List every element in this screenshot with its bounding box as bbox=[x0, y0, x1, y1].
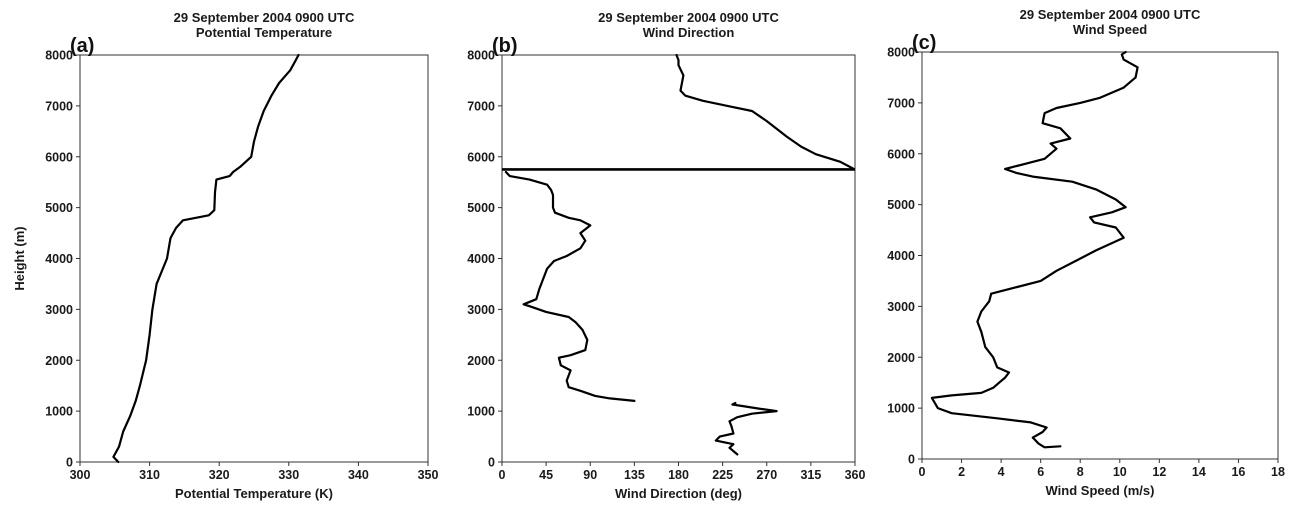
x-tick-label: 180 bbox=[668, 468, 689, 482]
y-tick-label: 0 bbox=[908, 453, 915, 467]
x-tick-label: 320 bbox=[209, 468, 230, 482]
x-tick-label: 10 bbox=[1113, 465, 1127, 479]
y-tick-label: 6000 bbox=[467, 150, 495, 164]
x-tick-label: 18 bbox=[1271, 465, 1285, 479]
profile-line-segment-2 bbox=[504, 170, 636, 402]
y-tick-label: 5000 bbox=[45, 201, 73, 215]
chart-title-line1: 29 September 2004 0900 UTC bbox=[598, 10, 779, 25]
y-tick-label: 2000 bbox=[887, 351, 915, 365]
x-tick-label: 0 bbox=[919, 465, 926, 479]
x-axis-label: Wind Direction (deg) bbox=[615, 486, 742, 501]
y-tick-label: 7000 bbox=[467, 99, 495, 113]
x-tick-label: 270 bbox=[756, 468, 777, 482]
x-tick-label: 4 bbox=[998, 465, 1005, 479]
panel-label: (c) bbox=[912, 32, 936, 54]
y-tick-label: 6000 bbox=[887, 147, 915, 161]
y-tick-label: 8000 bbox=[887, 46, 915, 60]
x-tick-label: 225 bbox=[712, 468, 733, 482]
y-tick-label: 4000 bbox=[887, 249, 915, 263]
y-tick-label: 2000 bbox=[467, 354, 495, 368]
x-tick-label: 45 bbox=[539, 468, 553, 482]
panel-label: (a) bbox=[70, 35, 94, 57]
y-tick-label: 3000 bbox=[887, 300, 915, 314]
chart-title-line1: 29 September 2004 0900 UTC bbox=[1020, 7, 1201, 22]
y-axis-label: Height (m) bbox=[12, 226, 27, 290]
y-tick-label: 4000 bbox=[45, 252, 73, 266]
x-tick-label: 360 bbox=[845, 468, 866, 482]
x-tick-label: 8 bbox=[1077, 465, 1084, 479]
y-tick-label: 0 bbox=[488, 456, 495, 470]
chart-title-line1: 29 September 2004 0900 UTC bbox=[174, 10, 355, 25]
x-tick-label: 350 bbox=[418, 468, 439, 482]
x-tick-label: 6 bbox=[1037, 465, 1044, 479]
x-tick-label: 90 bbox=[583, 468, 597, 482]
y-tick-label: 5000 bbox=[887, 198, 915, 212]
y-tick-label: 5000 bbox=[467, 201, 495, 215]
y-tick-label: 8000 bbox=[45, 49, 73, 63]
y-tick-label: 4000 bbox=[467, 252, 495, 266]
chart-title-line2: Potential Temperature bbox=[196, 25, 332, 40]
y-tick-label: 6000 bbox=[45, 150, 73, 164]
x-tick-label: 315 bbox=[800, 468, 821, 482]
profile-line-segment-3 bbox=[675, 53, 855, 170]
profile-line-segment-1 bbox=[930, 50, 1139, 449]
y-tick-label: 1000 bbox=[45, 405, 73, 419]
y-tick-label: 3000 bbox=[467, 303, 495, 317]
x-tick-label: 135 bbox=[624, 468, 645, 482]
y-tick-label: 0 bbox=[66, 456, 73, 470]
x-axis-label: Wind Speed (m/s) bbox=[1046, 483, 1155, 498]
plot-frame bbox=[921, 51, 1279, 460]
x-tick-label: 0 bbox=[499, 468, 506, 482]
y-tick-label: 2000 bbox=[45, 354, 73, 368]
y-tick-label: 8000 bbox=[467, 49, 495, 63]
profile-line-segment-1 bbox=[112, 53, 300, 464]
x-tick-label: 310 bbox=[139, 468, 160, 482]
x-tick-label: 340 bbox=[348, 468, 369, 482]
plot-frame bbox=[79, 54, 429, 463]
y-tick-label: 7000 bbox=[887, 96, 915, 110]
y-tick-label: 1000 bbox=[887, 402, 915, 416]
y-tick-label: 1000 bbox=[467, 405, 495, 419]
panel-label: (b) bbox=[492, 35, 518, 57]
x-tick-label: 2 bbox=[958, 465, 965, 479]
y-tick-label: 3000 bbox=[45, 303, 73, 317]
chart-title-line2: Wind Speed bbox=[1073, 22, 1147, 37]
x-tick-label: 12 bbox=[1152, 465, 1166, 479]
x-tick-label: 14 bbox=[1192, 465, 1206, 479]
x-tick-label: 300 bbox=[70, 468, 91, 482]
plot-frame bbox=[501, 54, 856, 463]
x-tick-label: 330 bbox=[278, 468, 299, 482]
y-tick-label: 7000 bbox=[45, 99, 73, 113]
chart-title-line2: Wind Direction bbox=[643, 25, 735, 40]
x-axis-label: Potential Temperature (K) bbox=[175, 486, 333, 501]
x-tick-label: 16 bbox=[1231, 465, 1245, 479]
profile-line-segment-1 bbox=[714, 401, 778, 456]
